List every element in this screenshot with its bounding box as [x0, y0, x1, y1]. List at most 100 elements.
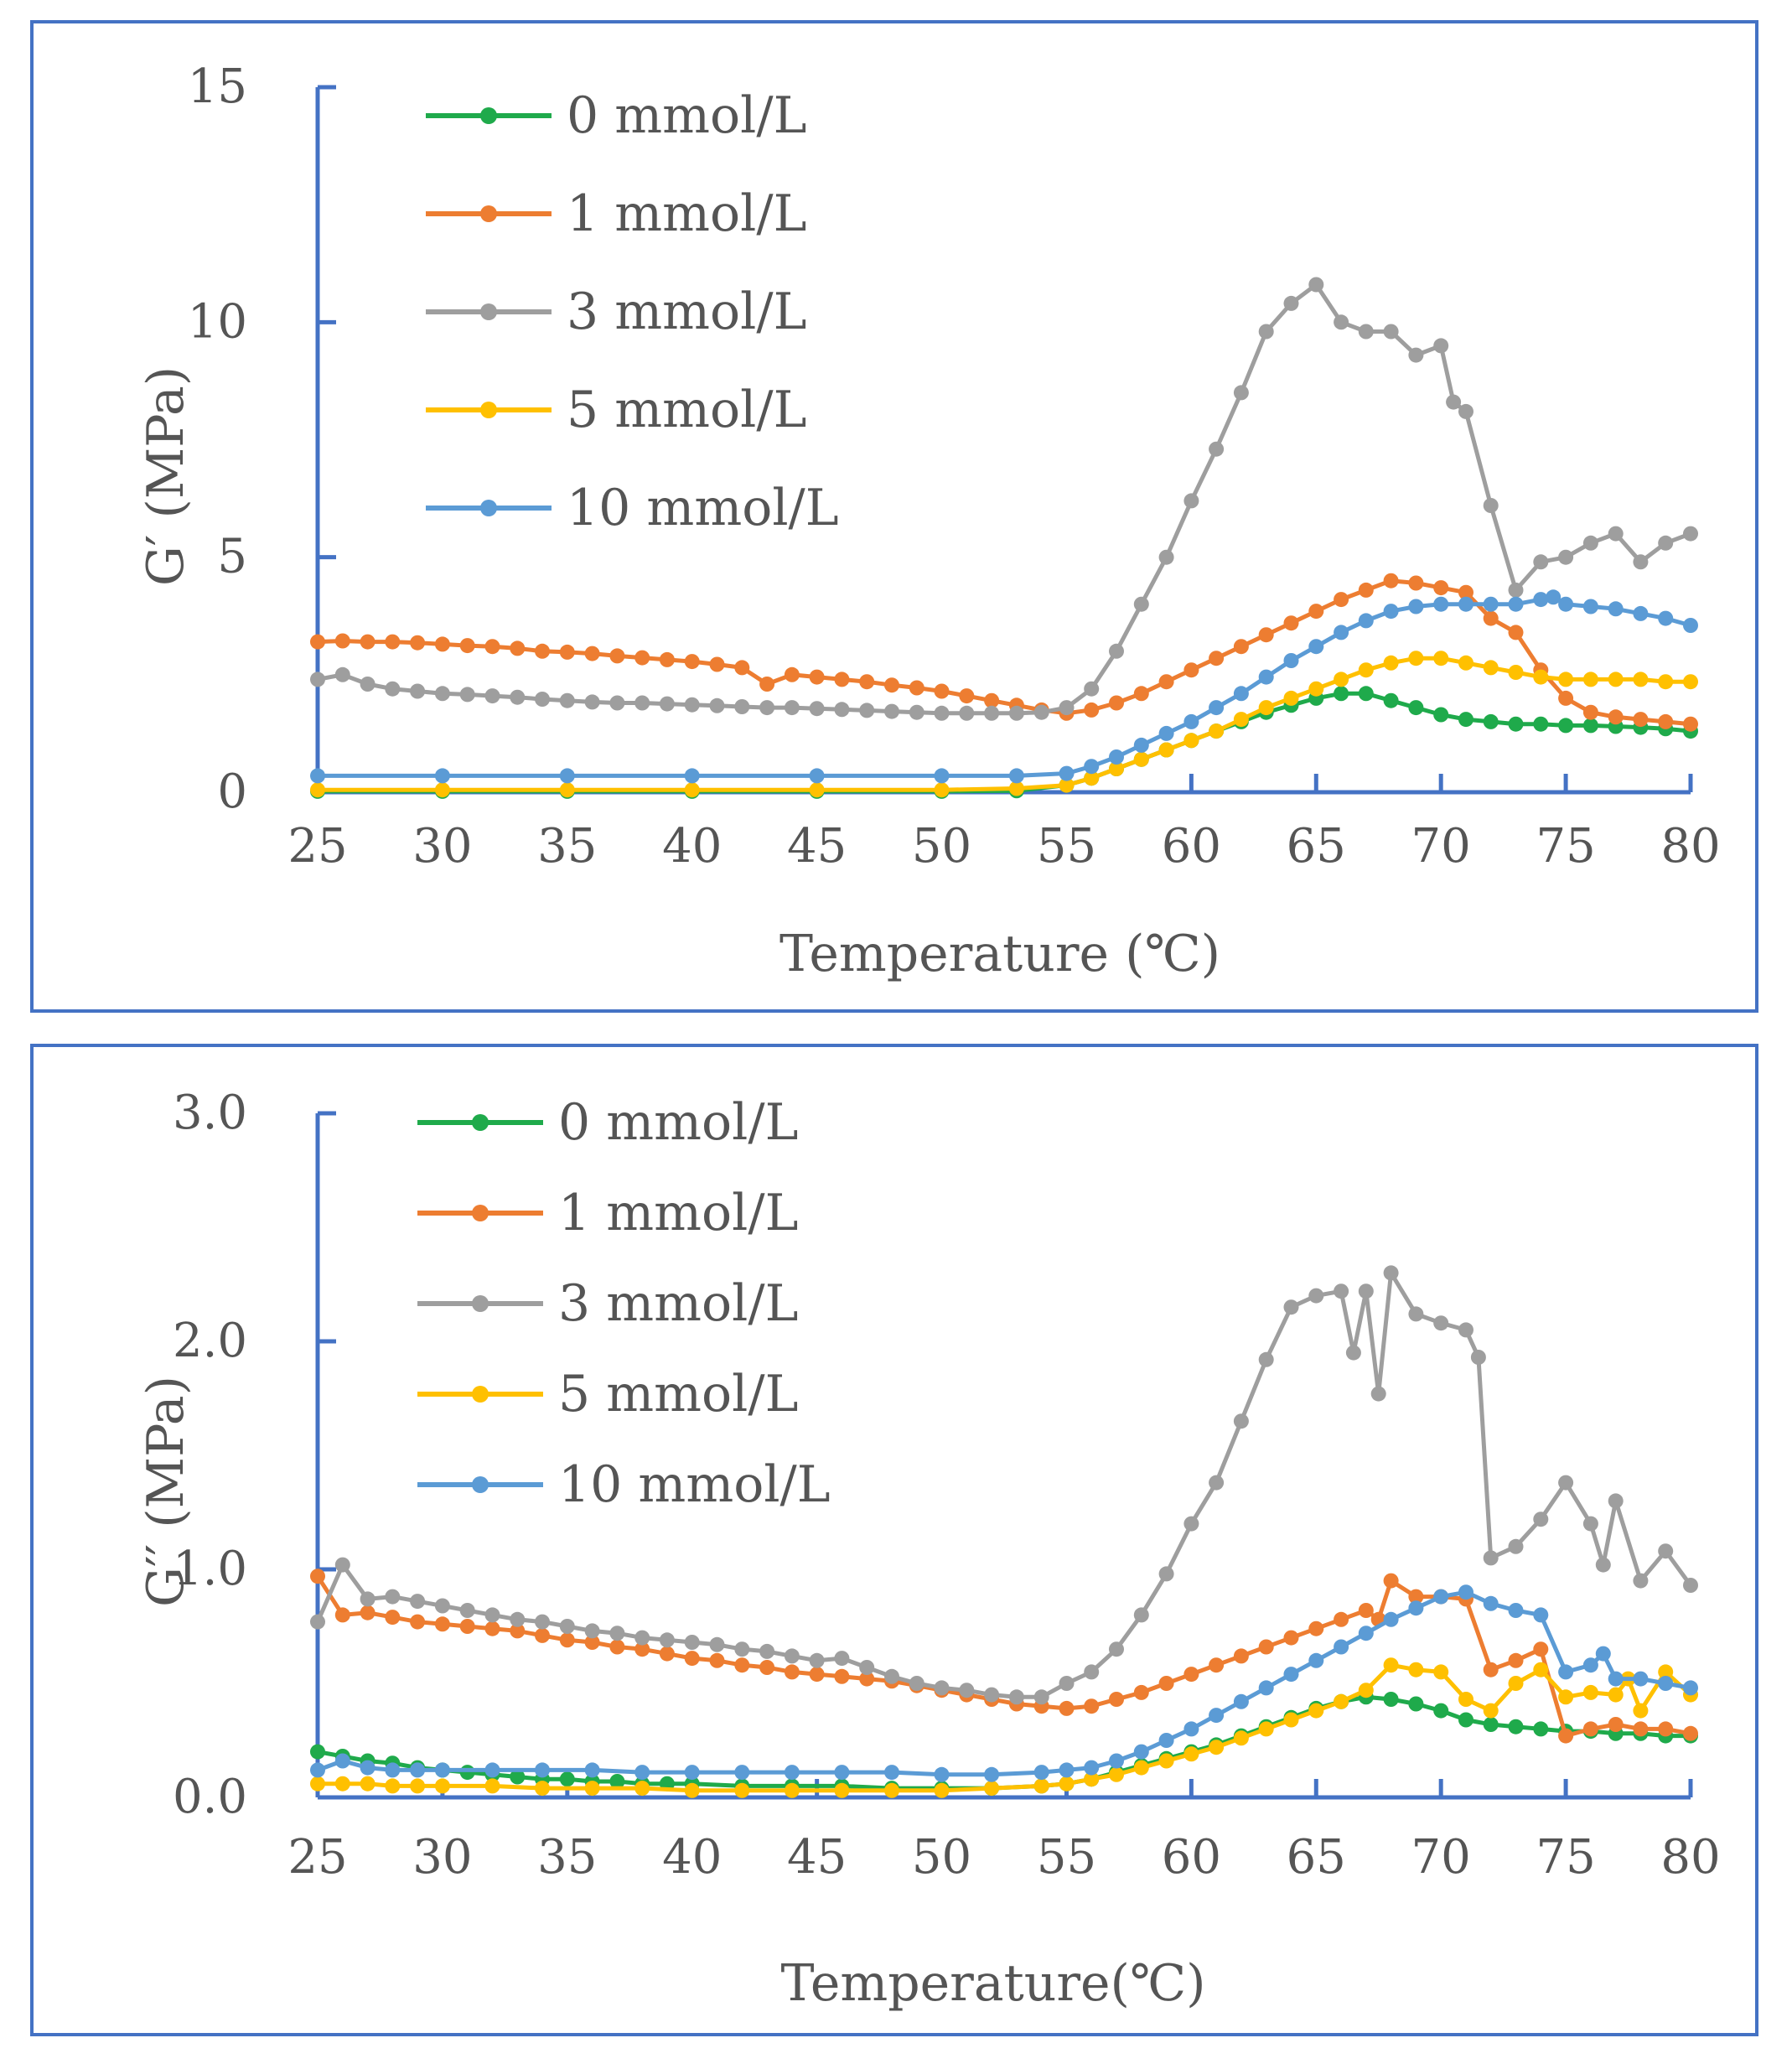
data-point — [1383, 1265, 1399, 1281]
data-point — [484, 688, 500, 704]
data-point — [1408, 1696, 1424, 1712]
data-point — [559, 1771, 575, 1787]
data-point — [1458, 1322, 1473, 1338]
data-point — [1308, 639, 1324, 655]
data-point — [834, 1782, 850, 1798]
data-point — [1133, 1607, 1149, 1623]
data-point — [759, 1660, 775, 1675]
data-point — [1633, 672, 1649, 687]
data-point — [1283, 1299, 1299, 1315]
data-point — [459, 1765, 475, 1781]
data-point — [1334, 314, 1349, 330]
data-point — [1383, 1611, 1399, 1627]
data-point — [559, 692, 575, 708]
data-point — [1133, 751, 1149, 767]
data-point — [1209, 1740, 1225, 1755]
data-point — [1582, 1516, 1598, 1532]
data-point — [1383, 604, 1399, 620]
data-point — [410, 1594, 426, 1610]
data-point — [559, 1632, 575, 1648]
data-point — [1658, 1721, 1674, 1737]
data-point — [1658, 1664, 1674, 1680]
legend-item: 5 mmol/L — [417, 1365, 798, 1423]
data-point — [510, 1611, 526, 1627]
data-point — [1059, 777, 1075, 793]
legend-label: 10 mmol/L — [567, 479, 839, 537]
legend-label: 5 mmol/L — [558, 1365, 798, 1423]
data-point — [1084, 1760, 1100, 1776]
data-point — [859, 703, 875, 718]
data-point — [634, 1630, 650, 1646]
data-point — [1084, 681, 1100, 697]
data-point — [1683, 526, 1698, 542]
data-point — [1508, 665, 1524, 680]
data-point — [1334, 592, 1349, 608]
data-point — [410, 1778, 426, 1794]
data-point — [1158, 725, 1174, 741]
data-point — [1433, 1703, 1449, 1719]
y-tick-label: 0.0 — [173, 1770, 247, 1824]
data-point — [1258, 1721, 1274, 1737]
data-point — [809, 669, 825, 685]
data-point — [310, 1762, 325, 1778]
x-tick-label: 30 — [412, 1830, 472, 1885]
series-5-mmol-l — [310, 651, 1698, 798]
data-point — [310, 1776, 325, 1792]
data-point — [1633, 605, 1649, 621]
data-point — [1582, 1657, 1598, 1673]
data-point — [1408, 575, 1424, 591]
data-point — [334, 1753, 350, 1769]
data-point — [1383, 573, 1399, 589]
data-point — [1446, 394, 1462, 410]
data-point — [684, 1651, 700, 1667]
legend-label: 0 mmol/L — [558, 1093, 798, 1152]
data-point — [484, 1778, 500, 1794]
data-point — [1209, 723, 1225, 739]
x-tick-label: 80 — [1660, 819, 1720, 874]
data-point — [1683, 1725, 1698, 1741]
legend-swatch-marker — [472, 1295, 489, 1312]
data-point — [709, 1652, 725, 1668]
chart-storage-modulus: 0 5 10 15 25 30 35 40 45 50 55 60 65 70 75 80 0 mmol/L 1… — [137, 60, 1721, 983]
data-point — [1558, 1475, 1574, 1491]
data-point — [1558, 672, 1574, 687]
data-point — [1470, 1350, 1486, 1365]
data-point — [1183, 713, 1199, 729]
data-point — [1508, 625, 1524, 640]
legend-swatch-marker — [480, 205, 497, 222]
data-point — [934, 705, 950, 721]
data-point — [1358, 1683, 1374, 1698]
data-point — [360, 677, 375, 692]
data-point — [1370, 1386, 1386, 1402]
data-point — [1358, 1626, 1374, 1641]
data-point — [1483, 1595, 1499, 1611]
data-point — [1109, 1641, 1124, 1657]
data-point — [1408, 1662, 1424, 1677]
data-point — [634, 650, 650, 666]
data-point — [1084, 702, 1100, 718]
data-point — [1683, 1578, 1698, 1593]
data-point — [1308, 604, 1324, 620]
data-point — [360, 1591, 375, 1607]
data-point — [584, 1762, 600, 1778]
data-point — [334, 666, 350, 682]
chart-panel-storage-modulus: 0 5 10 15 25 30 35 40 45 50 55 60 65 70 75 80 0 mmol/L 1… — [30, 20, 1758, 1013]
data-point — [909, 704, 924, 720]
data-point — [1258, 324, 1274, 340]
data-point — [434, 636, 450, 652]
data-point — [1658, 674, 1674, 690]
legend-label: 3 mmol/L — [558, 1274, 798, 1333]
data-point — [1283, 1712, 1299, 1728]
data-point — [1059, 765, 1075, 781]
legend-item: 3 mmol/L — [417, 1274, 798, 1333]
x-tick-label: 70 — [1411, 1830, 1471, 1885]
data-point — [1183, 1721, 1199, 1737]
data-point — [1334, 686, 1349, 702]
data-point — [459, 1619, 475, 1634]
data-point — [1558, 1664, 1574, 1680]
x-tick-label: 55 — [1037, 1830, 1096, 1885]
x-tick-label: 50 — [912, 1830, 971, 1885]
data-point — [1183, 733, 1199, 749]
data-point — [1158, 674, 1174, 690]
data-point — [1133, 686, 1149, 702]
